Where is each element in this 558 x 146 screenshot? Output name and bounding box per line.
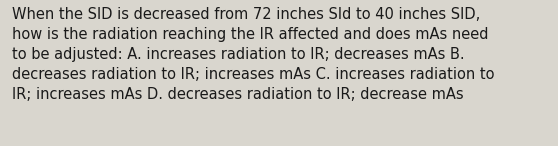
Text: When the SID is decreased from 72 inches SId to 40 inches SID,
how is the radiat: When the SID is decreased from 72 inches…: [12, 7, 495, 102]
